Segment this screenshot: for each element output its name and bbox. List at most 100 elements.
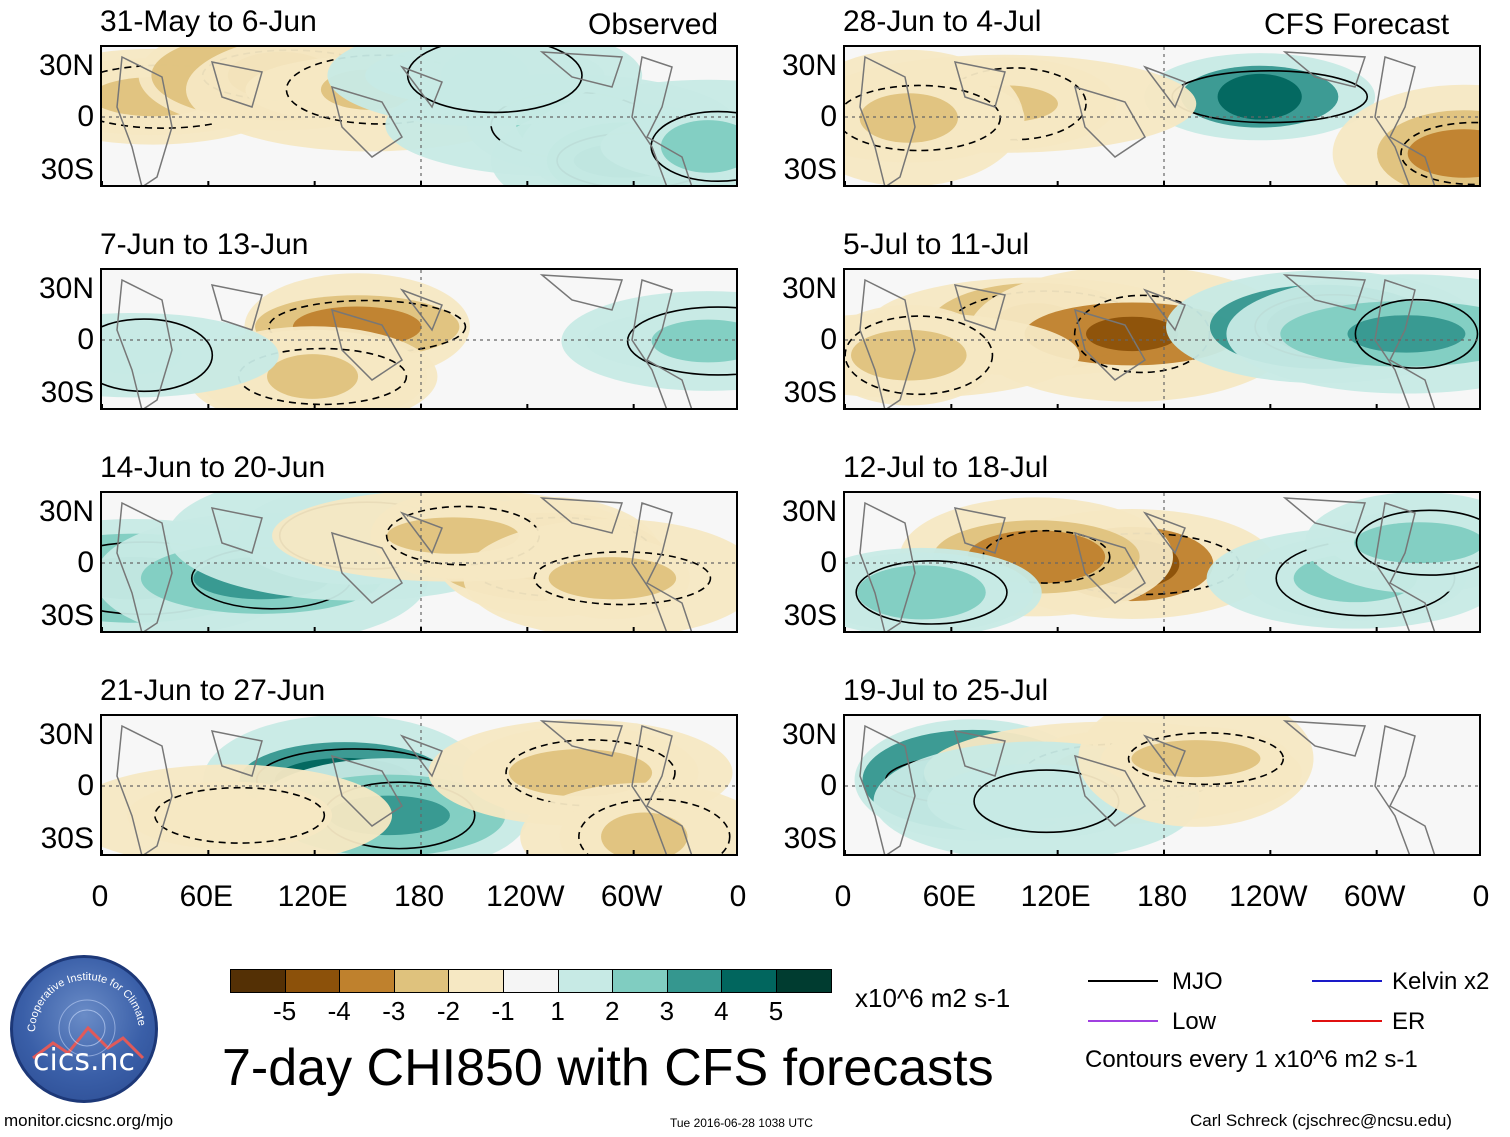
coastline: [399, 288, 443, 332]
coastline: [210, 61, 263, 108]
legend-low-label: Low: [1172, 1008, 1217, 1035]
coastline: [399, 511, 443, 555]
cfs-forecast-label: CFS Forecast: [1264, 8, 1450, 41]
map-panel: [100, 714, 738, 856]
anomaly-shading: [1217, 73, 1302, 120]
y-tick-label: 30S: [40, 153, 94, 186]
anomaly-shading: [1407, 129, 1479, 178]
panel-title: 7-Jun to 13-Jun: [100, 228, 309, 261]
anomaly-shading: [1354, 522, 1479, 564]
x-tick-label: 60E: [179, 880, 234, 913]
main-title: 7-day CHI850 with CFS forecasts: [222, 1039, 994, 1097]
coastline: [539, 51, 624, 88]
y-tick-label: 30N: [38, 718, 94, 751]
y-tick-label: 30N: [38, 272, 94, 305]
colorbar-swatch: [230, 969, 286, 993]
x-tick-label: 0: [729, 880, 747, 913]
map-panel: [100, 491, 738, 633]
mjo-contour: [154, 786, 326, 844]
panel-title: 12-Jul to 18-Jul: [843, 451, 1049, 484]
coastline: [631, 279, 693, 408]
contours-note: Contours every 1 x10^6 m2 s-1: [1085, 1046, 1418, 1073]
legend-mjo-label: MJO: [1172, 968, 1223, 995]
coastline: [859, 278, 916, 408]
anomaly-field: [845, 493, 1479, 631]
colorbar-swatch: [666, 969, 723, 993]
y-tick-label: 30S: [40, 376, 94, 409]
y-tick-label: 30S: [783, 599, 837, 632]
anomaly-field: [845, 270, 1479, 408]
coastline: [859, 55, 916, 185]
coastline: [1142, 511, 1186, 555]
map-panel: [843, 268, 1481, 410]
coastline: [1142, 65, 1186, 109]
x-tick-label: 180: [393, 880, 445, 913]
svg-text:Cooperative Institute for Clim: Cooperative Institute for Climate and Sa…: [13, 958, 148, 1032]
anomaly-shading: [548, 557, 677, 600]
coastline: [330, 85, 403, 158]
legend-er-label: ER: [1392, 1008, 1426, 1035]
footer-url[interactable]: monitor.cicsnc.org/mjo: [4, 1111, 174, 1130]
x-tick-label: 120W: [486, 880, 565, 913]
y-tick-label: 0: [820, 100, 837, 133]
colorbar-swatch: [448, 969, 504, 993]
logo-text: cics.nc: [33, 1043, 135, 1078]
colorbar-label: 5: [768, 996, 784, 1026]
panel-title: 5-Jul to 11-Jul: [843, 228, 1030, 261]
coastline: [1374, 279, 1436, 408]
anomaly-field: [102, 493, 736, 631]
coastline: [1073, 531, 1146, 604]
anomaly-shading: [267, 354, 359, 399]
legend-er-line: [1312, 1020, 1382, 1022]
mjo-contour: [1400, 121, 1479, 185]
anomaly-shading: [660, 120, 736, 173]
coastline: [116, 278, 173, 408]
x-tick-label: 0: [1472, 880, 1490, 913]
y-tick-label: 30S: [40, 599, 94, 632]
x-tick-label: 120E: [277, 880, 348, 913]
coastline: [859, 724, 916, 854]
coastline: [210, 507, 263, 554]
anomaly-shading: [102, 336, 182, 375]
legend-kelvin-line: [1312, 980, 1382, 982]
mjo-contour: [1355, 509, 1479, 576]
colorbar-swatch: [284, 969, 341, 993]
coastline: [1374, 502, 1436, 631]
coastline: [539, 720, 624, 757]
coastline: [1282, 720, 1367, 757]
colorbar-label: 3: [659, 996, 675, 1026]
colorbar-label: 2: [604, 996, 620, 1026]
anomaly-shading: [1131, 740, 1261, 778]
y-tick-label: 0: [820, 769, 837, 802]
y-tick-label: 30N: [781, 49, 837, 82]
coastline: [1282, 274, 1367, 311]
panel-title: 28-Jun to 4-Jul: [843, 5, 1042, 38]
coastline: [539, 497, 624, 534]
colorbar-swatch: [776, 969, 832, 993]
coastline: [1073, 85, 1146, 158]
anomaly-shading: [1347, 315, 1466, 353]
x-tick-label: 120W: [1229, 880, 1308, 913]
coastline: [399, 65, 443, 109]
y-tick-label: 30N: [781, 272, 837, 305]
anomaly-field: [102, 270, 736, 408]
map-panel: [100, 268, 738, 410]
mjo-contour: [533, 551, 712, 606]
coastline: [1282, 51, 1367, 88]
map-panel: [843, 491, 1481, 633]
observed-label: Observed: [588, 8, 719, 41]
map-panel: [100, 45, 738, 187]
coastline: [330, 754, 403, 827]
logo-ring-text: Cooperative Institute for Climate and Sa…: [13, 958, 148, 1032]
y-tick-label: 0: [77, 100, 94, 133]
colorbar-swatch: [612, 969, 668, 993]
anomaly-field: [102, 47, 736, 185]
colorbar-swatch: [393, 969, 450, 993]
colorbar-label: -4: [327, 996, 351, 1026]
y-tick-label: 30S: [783, 822, 837, 855]
anomaly-shading: [857, 565, 986, 620]
panel-title: 21-Jun to 27-Jun: [100, 674, 326, 707]
colorbar-label: -2: [436, 996, 460, 1026]
colorbar-swatch: [339, 969, 395, 993]
coastline: [116, 55, 173, 185]
